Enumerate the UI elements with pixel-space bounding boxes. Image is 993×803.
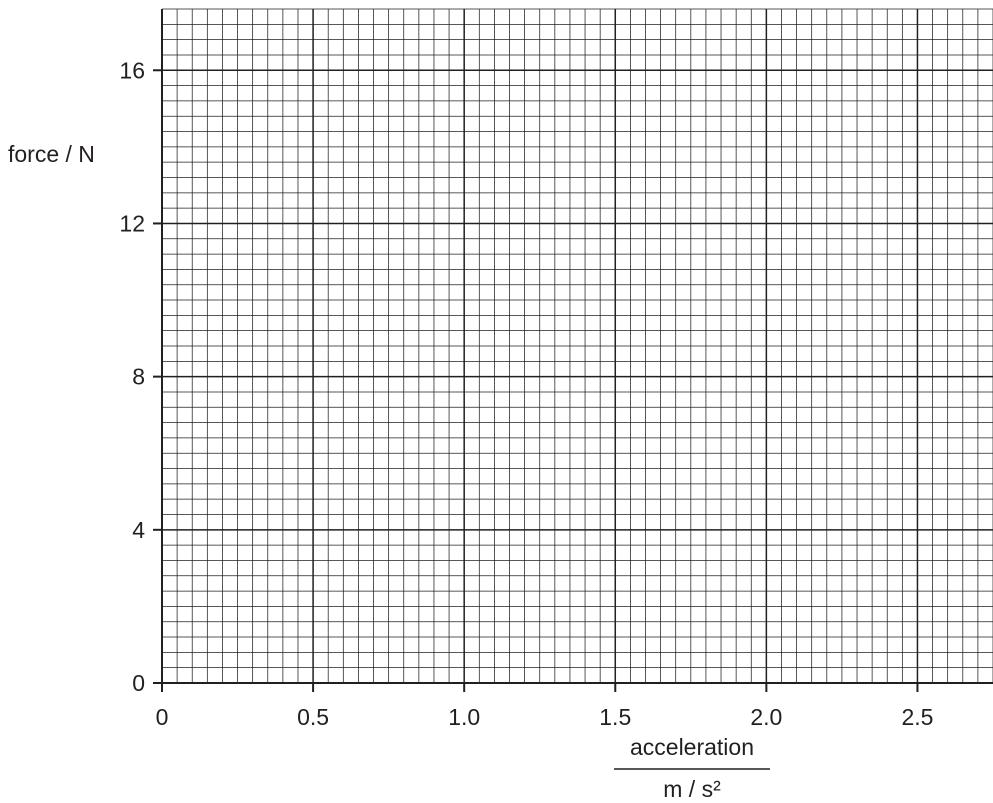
y-tick-label: 0 [132,670,145,696]
y-axis-label: force / N [8,141,95,167]
y-tick-label: 16 [119,57,145,83]
x-tick-label: 1.5 [599,704,631,730]
x-tick-label: 0 [156,704,169,730]
axes [153,9,993,692]
y-tick-label: 12 [119,210,145,236]
major-grid [162,9,993,683]
minor-grid [162,8,993,683]
y-axis-ticks: 0 4 8 12 16 [119,57,162,696]
y-tick-label: 8 [132,364,145,390]
y-tick-label: 4 [132,517,145,543]
x-axis-label: acceleration [630,734,754,760]
x-tick-label: 2.5 [901,704,933,730]
x-tick-label: 1.0 [448,704,480,730]
x-axis-ticks: 0 0.5 1.0 1.5 2.0 2.5 [156,683,933,730]
x-axis-unit: m / s² [663,776,721,802]
x-tick-label: 2.0 [750,704,782,730]
x-tick-label: 0.5 [297,704,329,730]
